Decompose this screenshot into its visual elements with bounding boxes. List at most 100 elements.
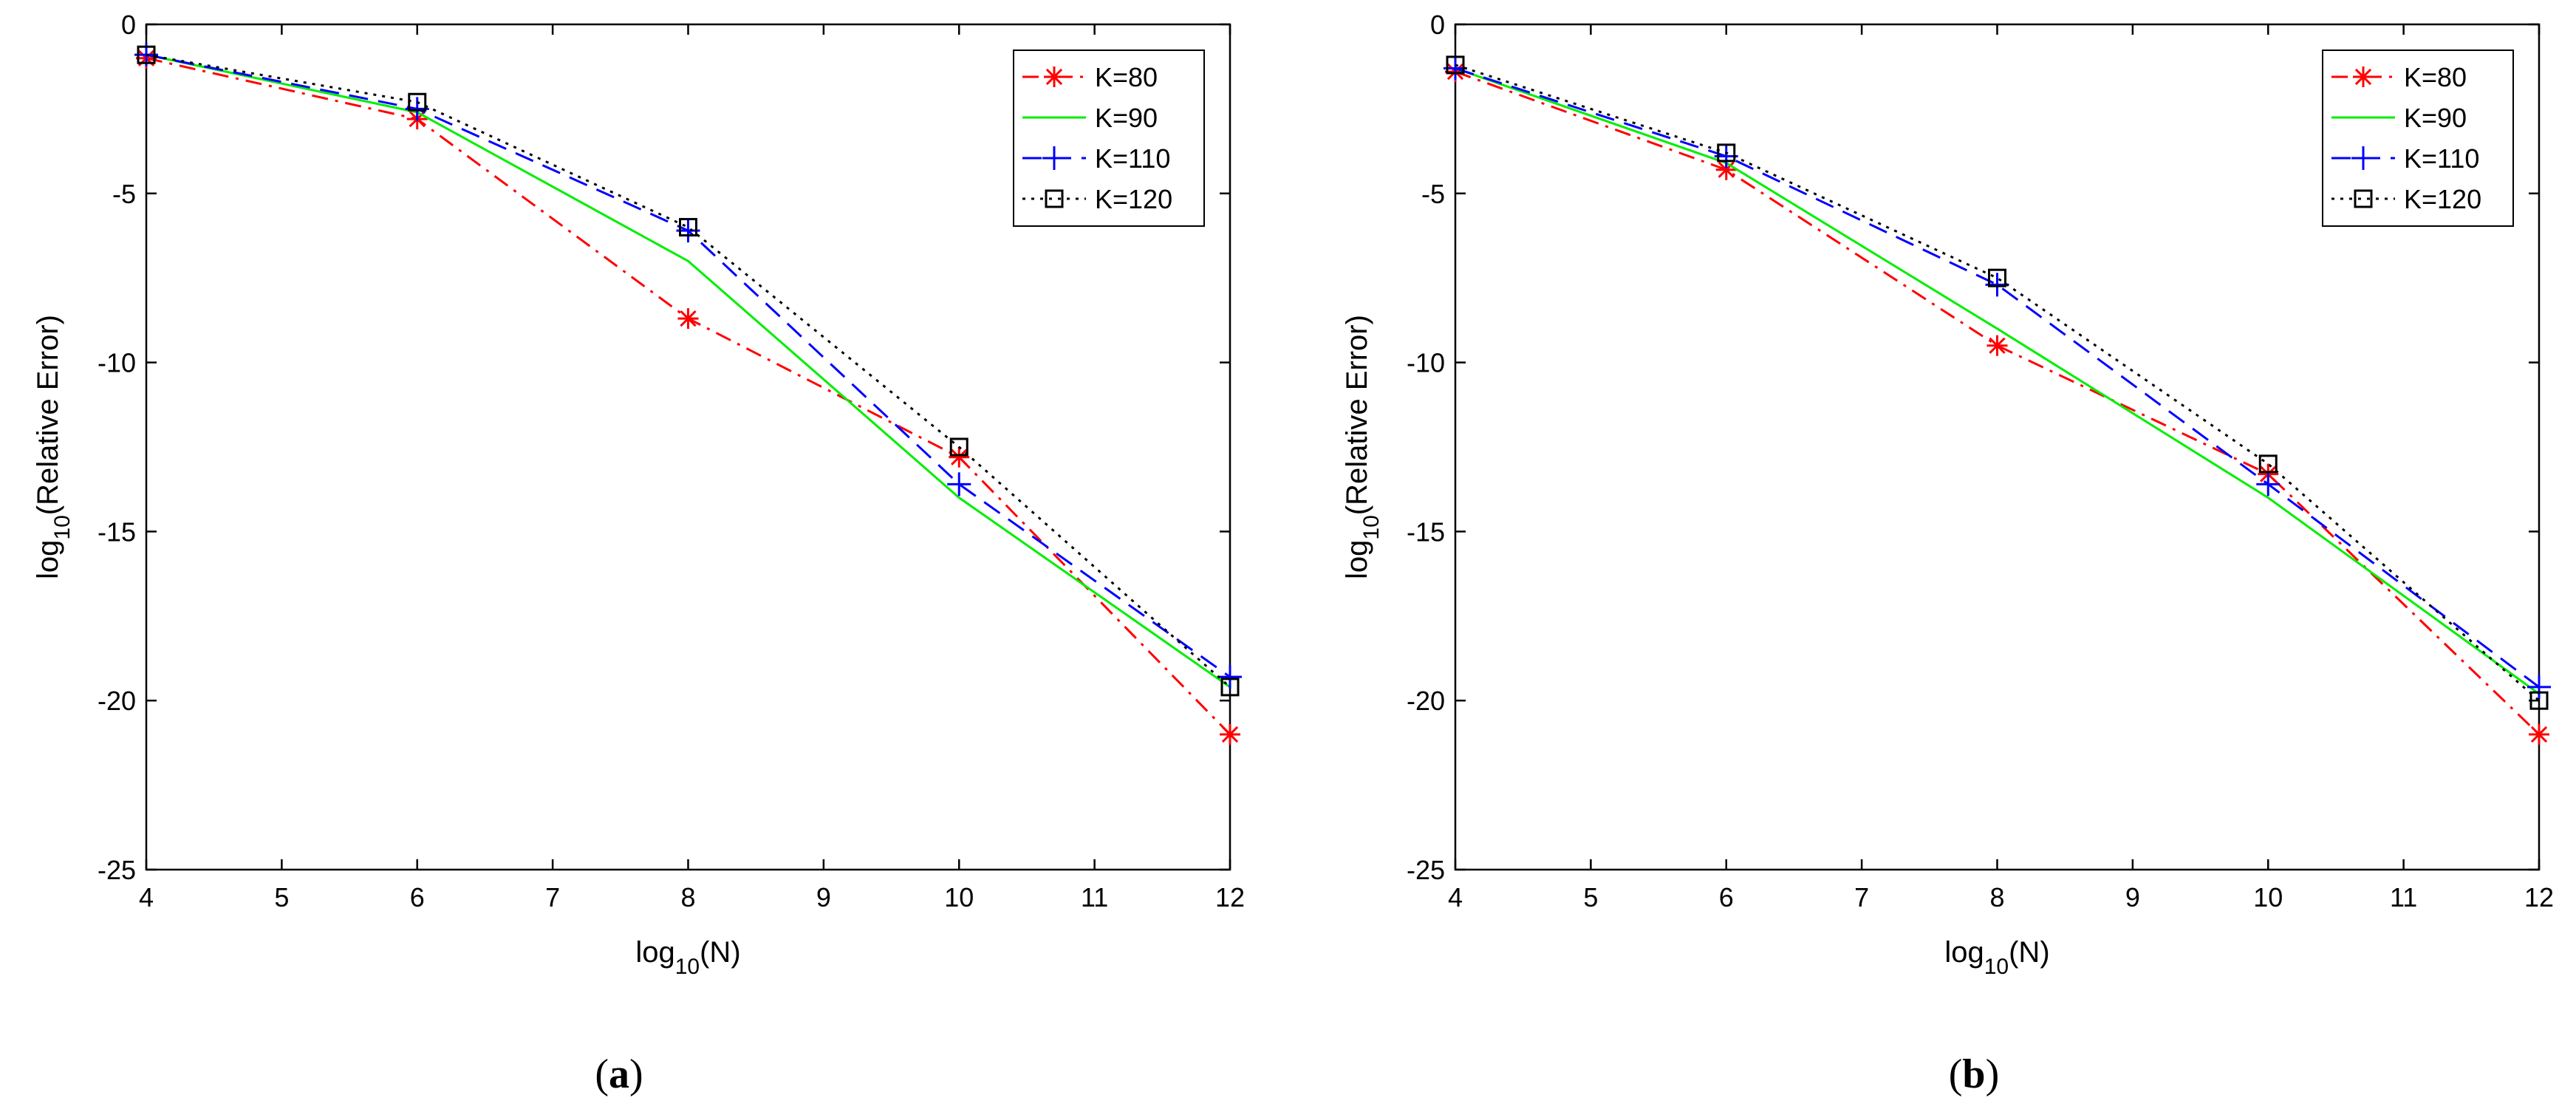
panel-a-xlabel-tail: (N) (700, 936, 741, 969)
panel-a-xlabel-sub: 10 (675, 955, 700, 979)
panel-a-xtick-label-2: 6 (410, 882, 425, 912)
panel-b-series-k80-point-4 (2529, 723, 2549, 745)
panel-a-legend-entry-1-label: K=90 (1095, 103, 1158, 133)
panel-a-series-k80-point-4 (1220, 723, 1240, 745)
panel-b-series-k120-point-1 (1717, 143, 1736, 163)
panel-b-xlabel-tail: (N) (2009, 936, 2050, 969)
panel-b-caption-close: ) (1986, 1051, 2000, 1097)
panel-b-legend-entry-2-label: K=110 (2404, 143, 2479, 174)
panel-a-series-k120-point-2 (679, 218, 697, 237)
panel-b-xtick-label-7: 11 (2390, 882, 2417, 912)
panel-b-ytick-label-1: -5 (1421, 179, 1445, 209)
panel-b-legend-entry-0-marker (2353, 66, 2374, 87)
panel-a-xtick-label-6: 10 (944, 882, 974, 912)
panel-a-series-k90-line (146, 53, 1231, 689)
panel-b-legend-entry-2: K=110 (2331, 143, 2479, 174)
panel-b-series-k110-line (1455, 67, 2540, 689)
panel-b-series-k90-line (1455, 67, 2540, 695)
panel-b-legend-entry-0-label: K=80 (2404, 62, 2467, 92)
panel-a-ytick-label-4: -20 (98, 686, 136, 716)
panel-a-ylabel-tail: (Relative Error) (32, 315, 64, 515)
panel-b-series-k120 (1446, 55, 2549, 710)
panel-b: 4 5 6 7 8 9 10 11 120-5-10-15-20-25log10(N)log10… (1341, 10, 2554, 1097)
panel-a-ytick-label-3: -15 (98, 516, 136, 547)
panel-b-ytick-label-5: -25 (1407, 855, 1445, 885)
panel-b-legend-entry-3: K=120 (2331, 184, 2481, 214)
panel-b-caption-open: ( (1949, 1051, 1963, 1097)
panel-a-legend-entry-0-marker (1044, 66, 1065, 87)
panel-a-ylabel-sub: 10 (50, 515, 75, 539)
panel-a-legend-entry-3-marker (1045, 189, 1064, 208)
panel-a-caption-open: ( (595, 1051, 609, 1097)
panel-a-xtick-label-8: 12 (1215, 882, 1245, 912)
panel-b-xtick-label-4: 8 (1989, 882, 2004, 912)
panel-b-xlabel-sub: 10 (1984, 955, 2009, 979)
panel-a-ytick-label-2: -10 (98, 348, 136, 378)
panel-a-xtick-label-5: 9 (816, 882, 831, 912)
panel-a-legend: K=80 K=90 K=110 K=120 (1013, 50, 1205, 227)
panel-b-legend-entry-1: K=90 (2331, 103, 2467, 133)
panel-b-legend-entry-2-marker (2351, 146, 2375, 170)
panel-b-ylabel-tail: (Relative Error) (1341, 315, 1373, 515)
panel-a-series-k120-point-4 (1220, 678, 1240, 697)
panel-b-caption: (b) (1949, 1051, 1999, 1097)
panel-b-legend-entry-1-label: K=90 (2404, 103, 2467, 133)
panel-b-ytick-label-4: -20 (1407, 686, 1445, 716)
panel-a-xlabel-base: log (635, 936, 674, 969)
panel-a-caption: (a) (595, 1051, 643, 1097)
panel-a-legend-entry-1: K=90 (1022, 103, 1158, 133)
panel-a-series-k80-point-2 (677, 308, 699, 330)
panel-a-ytick-label-1: -5 (112, 179, 136, 209)
panel-b-series-k80-point-4-d2 (2530, 726, 2548, 743)
panel-b-series-k80-point-2 (1986, 335, 2008, 356)
panel-b-series-k120-point-4 (2529, 691, 2549, 710)
panel-b-caption-letter: b (1962, 1051, 1985, 1097)
panel-b-xtick-label-5: 9 (2125, 882, 2140, 912)
panel-b-legend-entry-3-label: K=120 (2404, 184, 2481, 214)
panel-b-xtick-label-3: 7 (1854, 882, 1869, 912)
panel-a-xtick-label-0: 4 (139, 882, 154, 912)
panel-b-ytick-label-0: 0 (1430, 10, 1445, 40)
panel-b-series-k120-point-0 (1446, 55, 1465, 75)
panel-a-ytick-label-0: 0 (121, 10, 136, 40)
panel-a: 4 5 6 7 8 9 10 11 120-5-10-15-20-25log10(N)log10… (32, 10, 1245, 1097)
panel-b-xtick-label-8: 12 (2524, 882, 2554, 912)
panel-b-ylabel-sub: 10 (1359, 515, 1384, 539)
panel-a-caption-close: ) (629, 1051, 643, 1097)
panel-b-xlabel: log10(N) (1944, 936, 2049, 979)
panel-a-ylabel-base: log (32, 540, 64, 579)
panel-b-legend-entry-0: K=80 (2331, 62, 2467, 92)
panel-a-caption-letter: a (609, 1051, 629, 1097)
panel-b-ytick-label-3: -15 (1407, 516, 1445, 547)
panel-b-legend-entry-0-marker-d2 (2354, 68, 2372, 86)
panel-a-series-k110-point-3 (947, 472, 971, 497)
panel-a-ytick-label-5: -25 (98, 855, 136, 885)
panel-b-xtick-label-2: 6 (1719, 882, 1734, 912)
panel-b-legend-entry-3-marker (2354, 189, 2373, 208)
panel-a-legend-entry-0-marker-d2 (1045, 68, 1063, 86)
panel-a-series-k120 (137, 45, 1240, 697)
panel-b-xtick-label-1: 5 (1583, 882, 1598, 912)
panel-a-legend-entry-3-label: K=120 (1095, 184, 1172, 214)
panel-b-ylabel-base: log (1341, 540, 1373, 579)
panel-a-series-k120-point-3 (949, 437, 968, 457)
panel-a-series-k110-point-4 (1218, 665, 1242, 689)
panel-a-xtick-label-1: 5 (274, 882, 289, 912)
panel-a-ylabel: log10(Relative Error) (32, 315, 75, 579)
panel-a-series-k80-point-2-d2 (680, 310, 697, 327)
panel-b-series-k120-point-3 (2258, 454, 2278, 474)
panel-a-xtick-label-3: 7 (545, 882, 560, 912)
panel-a-legend-entry-2-marker (1042, 146, 1066, 170)
panel-a-xlabel: log10(N) (635, 936, 740, 979)
panel-b-series-k90 (1455, 67, 2540, 695)
panel-b-legend: K=80 K=90 K=110 K=120 (2322, 50, 2514, 227)
panel-b-series-k80-point-1 (1715, 159, 1737, 180)
panel-b-series-k80-point-2-d2 (1989, 337, 2006, 354)
panel-b-xtick-label-6: 10 (2253, 882, 2283, 912)
panel-a-series-k120-point-1 (408, 92, 427, 112)
panel-a-series-k80-point-3-d2 (951, 448, 968, 465)
panel-b-ytick-label-2: -10 (1407, 348, 1445, 378)
panel-a-series-k120-point-0 (137, 45, 156, 64)
panel-b-xtick-label-0: 4 (1448, 882, 1463, 912)
